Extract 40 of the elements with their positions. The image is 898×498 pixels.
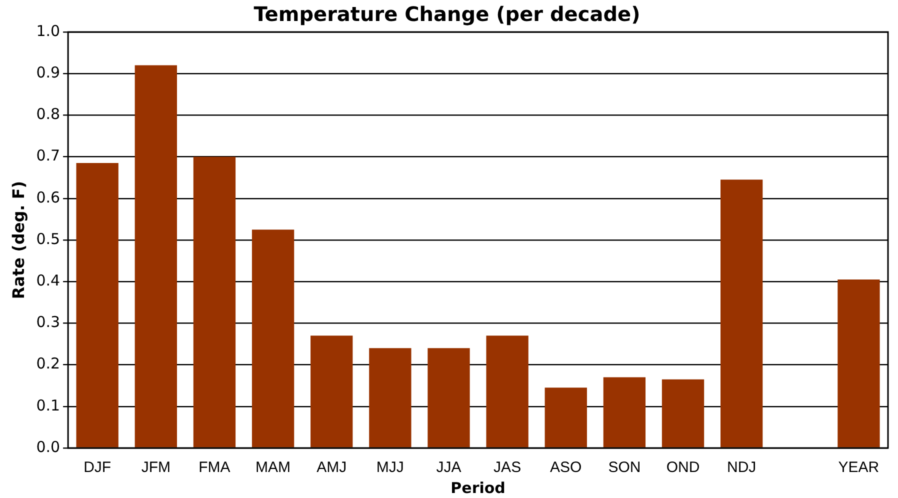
x-tick-label: OND <box>666 459 700 476</box>
x-tick-label: MAM <box>256 459 291 476</box>
x-tick-label: MJJ <box>376 459 404 476</box>
x-tick-label: JFM <box>141 459 170 476</box>
bar <box>252 230 294 448</box>
bar <box>134 65 177 448</box>
y-tick-label: 0.1 <box>36 396 60 414</box>
y-tick-label: 0.6 <box>36 188 60 206</box>
y-tick-label: 0.0 <box>36 438 60 456</box>
x-tick-label: FMA <box>198 459 230 476</box>
x-tick-label: DJF <box>84 459 112 476</box>
bar <box>310 336 353 448</box>
x-tick-label: YEAR <box>838 459 880 476</box>
x-tick-label: NDJ <box>726 459 756 476</box>
x-tick-label: ASO <box>550 459 582 476</box>
bar <box>544 388 587 448</box>
y-tick-label: 0.4 <box>36 271 60 290</box>
bar <box>428 348 470 448</box>
bar <box>720 180 763 448</box>
x-tick-label: JJA <box>436 459 462 476</box>
x-axis-title: Period <box>450 478 506 497</box>
bar <box>76 163 118 448</box>
y-tick-label: 0.7 <box>36 146 60 165</box>
y-axis-title: Rate (deg. F) <box>8 180 28 300</box>
y-tick-label: 0.3 <box>36 313 60 332</box>
y-tick-label: 0.2 <box>36 354 60 373</box>
bar <box>369 348 412 448</box>
bar <box>486 336 528 448</box>
y-tick-label: 0.5 <box>36 230 60 248</box>
x-tick-label: JAS <box>494 459 522 476</box>
bar <box>838 280 880 448</box>
x-tick-label: AMJ <box>316 459 347 476</box>
x-tick-label: SON <box>608 459 641 476</box>
bar <box>193 156 236 448</box>
y-tick-label: 1.0 <box>36 22 60 40</box>
bar <box>603 377 646 448</box>
y-tick-label: 0.9 <box>36 63 60 82</box>
bar <box>662 379 704 448</box>
y-tick-label: 0.8 <box>36 105 60 124</box>
chart-title: Temperature Change (per decade) <box>254 2 640 26</box>
